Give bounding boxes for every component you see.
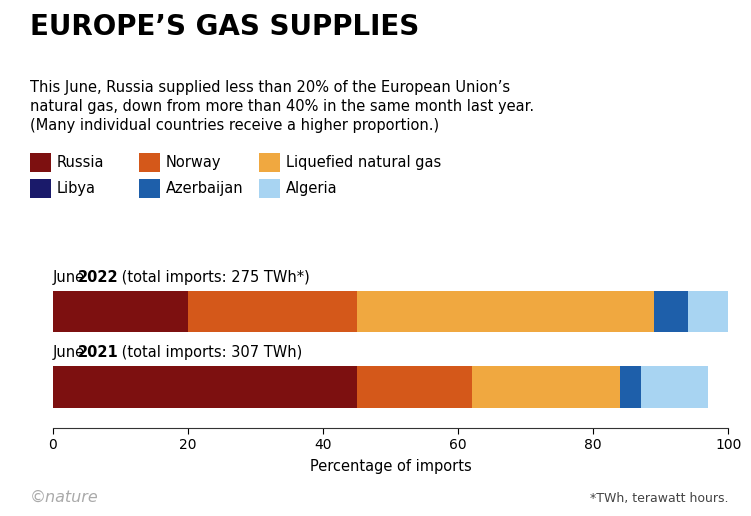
Bar <box>188 291 357 332</box>
Text: June: June <box>53 345 89 360</box>
Text: (total imports: 307 TWh): (total imports: 307 TWh) <box>117 345 302 360</box>
Bar <box>53 366 357 408</box>
Text: June: June <box>53 270 89 285</box>
Text: ©nature: ©nature <box>30 490 99 505</box>
Text: Norway: Norway <box>166 155 222 170</box>
Text: 2021: 2021 <box>78 345 119 360</box>
Bar <box>620 366 641 408</box>
Text: (Many individual countries receive a higher proportion.): (Many individual countries receive a hig… <box>30 118 439 133</box>
Text: Azerbaijan: Azerbaijan <box>166 181 243 196</box>
Text: natural gas, down from more than 40% in the same month last year.: natural gas, down from more than 40% in … <box>30 99 534 114</box>
Text: Russia: Russia <box>57 155 104 170</box>
Bar <box>688 291 728 332</box>
X-axis label: Percentage of imports: Percentage of imports <box>309 459 472 474</box>
Text: (total imports: 275 TWh*): (total imports: 275 TWh*) <box>117 270 309 285</box>
Text: EUROPE’S GAS SUPPLIES: EUROPE’S GAS SUPPLIES <box>30 13 419 41</box>
Bar <box>357 366 472 408</box>
Text: Algeria: Algeria <box>286 181 338 196</box>
Text: Libya: Libya <box>57 181 96 196</box>
Text: *TWh, terawatt hours.: *TWh, terawatt hours. <box>590 492 728 505</box>
Bar <box>641 366 708 408</box>
Text: Liquefied natural gas: Liquefied natural gas <box>286 155 442 170</box>
Text: 2022: 2022 <box>78 270 119 285</box>
Text: This June, Russia supplied less than 20% of the European Union’s: This June, Russia supplied less than 20%… <box>30 80 510 95</box>
Bar <box>654 291 688 332</box>
Bar <box>53 291 188 332</box>
Bar <box>472 366 620 408</box>
Bar <box>357 291 654 332</box>
